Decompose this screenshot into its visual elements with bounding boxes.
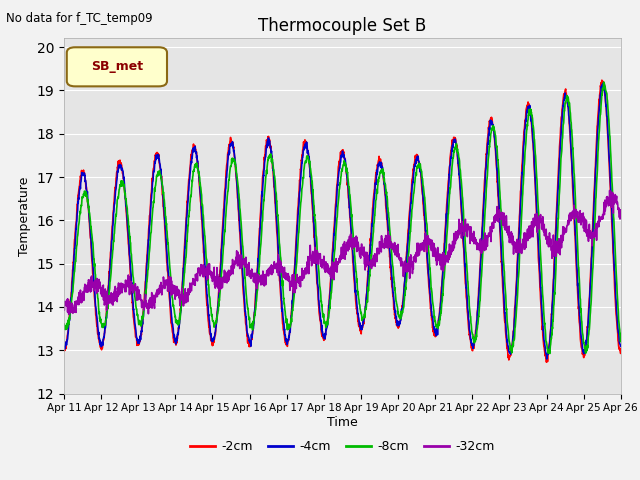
-4cm	[617, 343, 625, 349]
-4cm	[601, 89, 609, 95]
-2cm	[601, 93, 609, 98]
-8cm	[601, 85, 609, 91]
-2cm	[316, 317, 324, 323]
-32cm	[617, 213, 625, 218]
FancyBboxPatch shape	[67, 47, 167, 86]
Line: -2cm: -2cm	[64, 80, 621, 362]
-4cm	[316, 310, 324, 315]
-32cm	[316, 251, 324, 257]
-32cm	[89, 278, 97, 284]
Legend: -2cm, -4cm, -8cm, -32cm: -2cm, -4cm, -8cm, -32cm	[186, 435, 499, 458]
-8cm	[331, 247, 339, 253]
-32cm	[601, 201, 609, 206]
-4cm	[499, 264, 506, 269]
-2cm	[543, 360, 550, 365]
-32cm	[601, 197, 609, 203]
-8cm	[602, 84, 609, 90]
-8cm	[60, 321, 68, 327]
-2cm	[617, 350, 625, 356]
-8cm	[546, 351, 554, 357]
-8cm	[88, 238, 96, 244]
Line: -32cm: -32cm	[64, 191, 621, 314]
-2cm	[499, 276, 506, 282]
Text: No data for f_TC_temp09: No data for f_TC_temp09	[6, 12, 153, 25]
-2cm	[331, 215, 339, 220]
-4cm	[600, 80, 607, 86]
Text: SB_met: SB_met	[91, 60, 143, 73]
-4cm	[602, 92, 609, 98]
-32cm	[606, 188, 614, 193]
-8cm	[617, 336, 625, 341]
-2cm	[60, 345, 68, 350]
-32cm	[60, 303, 68, 309]
Line: -4cm: -4cm	[64, 83, 621, 359]
-32cm	[331, 263, 339, 268]
-8cm	[499, 237, 506, 243]
-4cm	[60, 345, 68, 350]
-8cm	[316, 285, 324, 290]
X-axis label: Time: Time	[327, 416, 358, 429]
-2cm	[602, 93, 609, 99]
-4cm	[88, 256, 96, 262]
-32cm	[65, 312, 72, 317]
-32cm	[499, 222, 506, 228]
-2cm	[598, 77, 605, 83]
-8cm	[600, 79, 607, 85]
-2cm	[88, 264, 96, 269]
Y-axis label: Temperature: Temperature	[18, 176, 31, 256]
-4cm	[331, 224, 339, 230]
-4cm	[543, 356, 550, 362]
Title: Thermocouple Set B: Thermocouple Set B	[259, 17, 426, 36]
Line: -8cm: -8cm	[64, 82, 621, 354]
